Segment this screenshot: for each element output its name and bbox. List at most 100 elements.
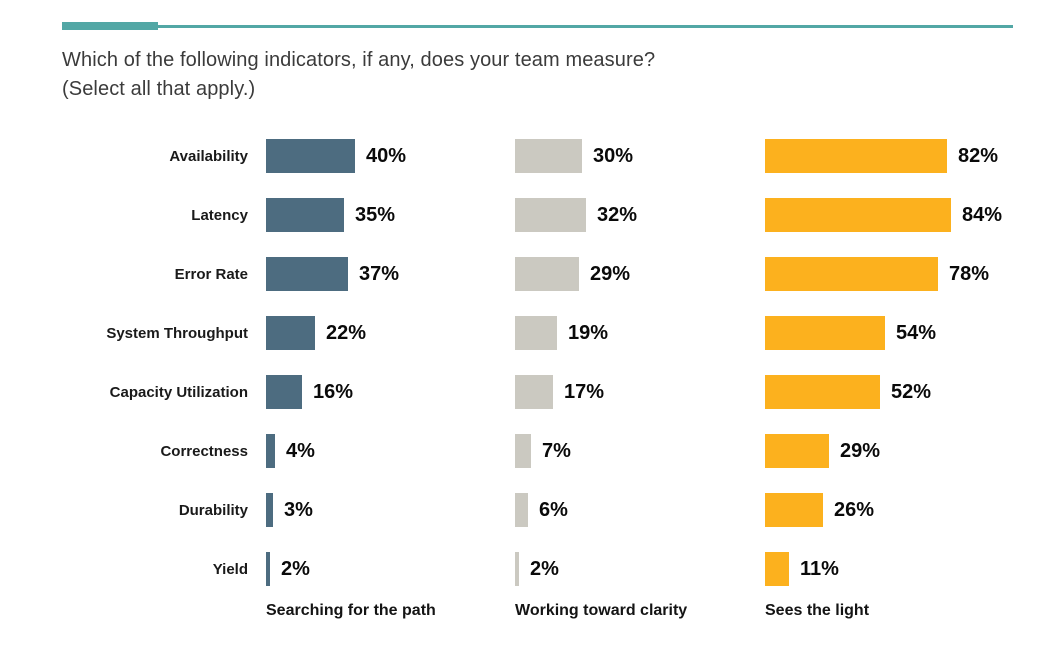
bar-cell: 82%	[765, 139, 1058, 173]
bar	[765, 493, 823, 527]
value-label: 54%	[896, 321, 937, 344]
bar-cell: 40%	[248, 139, 515, 173]
bar-cell: 30%	[515, 139, 765, 173]
chart-row: Correctness 4% 7% 29%	[0, 434, 1058, 468]
bar	[515, 375, 553, 409]
legend-label-sees-the-light: Sees the light	[765, 602, 870, 619]
bar	[266, 434, 275, 468]
bar-cell: 54%	[765, 316, 1058, 350]
value-label: 4%	[286, 439, 315, 462]
bar-cell: 26%	[765, 493, 1058, 527]
bar-cell: 29%	[765, 434, 1058, 468]
chart-row: Yield 2% 2% 11%	[0, 552, 1058, 586]
bar-cell: 37%	[248, 257, 515, 291]
value-label: 37%	[359, 262, 400, 285]
bar	[266, 198, 344, 232]
category-label: Correctness	[160, 442, 248, 460]
bar	[515, 139, 582, 173]
bar	[266, 257, 348, 291]
value-label: 84%	[962, 203, 1003, 226]
value-label: 35%	[355, 203, 396, 226]
value-label: 32%	[597, 203, 638, 226]
bar	[515, 434, 531, 468]
bar-cell: 29%	[515, 257, 765, 291]
bar	[515, 552, 519, 586]
bar-cell: 2%	[515, 552, 765, 586]
value-label: 40%	[366, 144, 407, 167]
bar	[765, 316, 885, 350]
accent-rule-thick	[62, 22, 158, 30]
value-label: 19%	[568, 321, 609, 344]
bar-cell: 2%	[248, 552, 515, 586]
category-label: Capacity Utilization	[109, 383, 248, 401]
category-label: Durability	[178, 501, 248, 519]
value-label: 6%	[539, 498, 568, 521]
accent-rule-thin	[62, 25, 1013, 28]
bar-cell: 52%	[765, 375, 1058, 409]
value-label: 17%	[564, 380, 605, 403]
bar	[515, 257, 579, 291]
category-label: System Throughput	[106, 324, 248, 342]
bar-chart: Availability 40% 30% 82% Latency 35% 32% 84% Err…	[0, 139, 1058, 611]
bar-cell: 3%	[248, 493, 515, 527]
bar-cell: 7%	[515, 434, 765, 468]
bar	[515, 493, 528, 527]
value-label: 7%	[542, 439, 571, 462]
bar	[765, 375, 880, 409]
category-label: Availability	[169, 147, 248, 165]
value-label: 2%	[530, 557, 559, 580]
bar-cell: 17%	[515, 375, 765, 409]
chart-row: Availability 40% 30% 82%	[0, 139, 1058, 173]
chart-row: Capacity Utilization 16% 17% 52%	[0, 375, 1058, 409]
bar	[266, 552, 270, 586]
category-label: Yield	[212, 560, 248, 578]
bar-cell: 6%	[515, 493, 765, 527]
bar-cell: 16%	[248, 375, 515, 409]
chart-title-line1: Which of the following indicators, if an…	[62, 49, 656, 71]
chart-row: Durability 3% 6% 26%	[0, 493, 1058, 527]
bar	[765, 552, 789, 586]
bar-cell: 22%	[248, 316, 515, 350]
value-label: 29%	[590, 262, 631, 285]
bar	[515, 316, 557, 350]
chart-title-line2: (Select all that apply.)	[62, 78, 256, 100]
bar	[765, 434, 829, 468]
category-label: Error Rate	[174, 265, 248, 283]
chart-title: Which of the following indicators, if an…	[62, 46, 655, 104]
bar	[266, 375, 302, 409]
bar	[515, 198, 586, 232]
bar-cell: 19%	[515, 316, 765, 350]
bar	[765, 139, 947, 173]
bar-cell: 78%	[765, 257, 1058, 291]
chart-row: Latency 35% 32% 84%	[0, 198, 1058, 232]
value-label: 22%	[326, 321, 367, 344]
bar-cell: 35%	[248, 198, 515, 232]
bar-cell: 4%	[248, 434, 515, 468]
legend-label-working-toward-clarity: Working toward clarity	[515, 602, 688, 619]
legend-label-searching-for-the-path: Searching for the path	[266, 602, 436, 619]
bar-cell: 11%	[765, 552, 1058, 586]
value-label: 29%	[840, 439, 881, 462]
bar	[765, 198, 951, 232]
accent-rule	[62, 22, 1013, 30]
value-label: 82%	[958, 144, 999, 167]
value-label: 26%	[834, 498, 875, 521]
bar-cell: 84%	[765, 198, 1058, 232]
value-label: 11%	[800, 557, 839, 580]
bar-cell: 32%	[515, 198, 765, 232]
chart-row: Error Rate 37% 29% 78%	[0, 257, 1058, 291]
value-label: 78%	[949, 262, 990, 285]
value-label: 30%	[593, 144, 634, 167]
category-label: Latency	[191, 206, 248, 224]
bar	[765, 257, 938, 291]
bar	[266, 493, 273, 527]
chart-row: System Throughput 22% 19% 54%	[0, 316, 1058, 350]
chart-legend: Searching for the path Working toward cl…	[0, 602, 1058, 620]
value-label: 2%	[281, 557, 310, 580]
bar	[266, 316, 315, 350]
value-label: 3%	[284, 498, 313, 521]
bar	[266, 139, 355, 173]
value-label: 16%	[313, 380, 354, 403]
value-label: 52%	[891, 380, 932, 403]
